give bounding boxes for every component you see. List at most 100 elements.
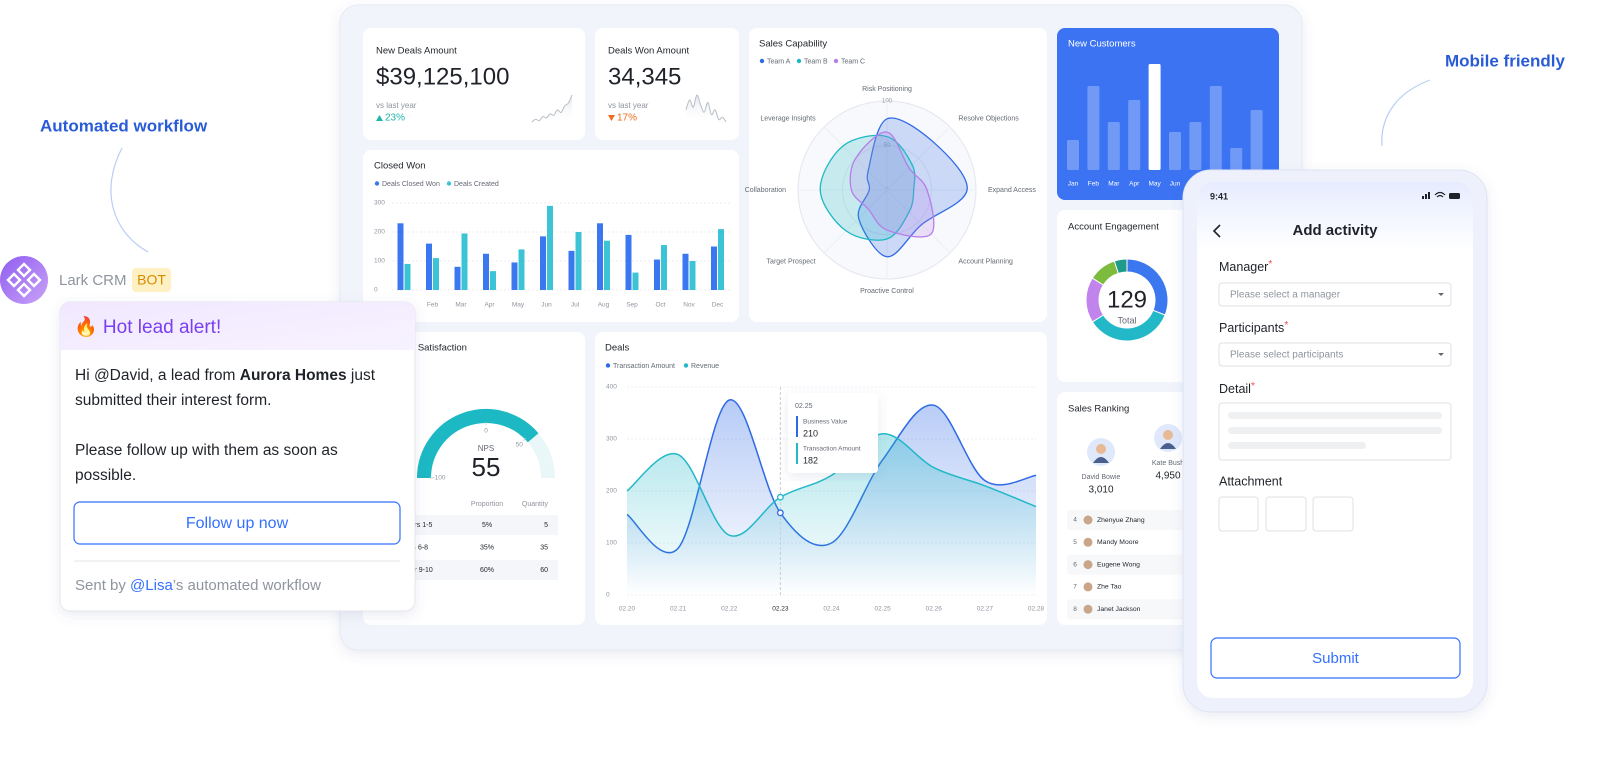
chat-message: Lark CRM BOT 🔥 Hot lead alert! Hi @David…: [0, 256, 416, 612]
sparkline-area: [532, 95, 572, 124]
connector-curve: [110, 147, 149, 253]
placeholder[interactable]: Please select participants: [1230, 350, 1343, 361]
tooltip-label: Business Value: [803, 419, 848, 426]
back-button[interactable]: [1212, 224, 1221, 238]
feature-label: Automated workflow: [40, 116, 208, 135]
footer-mention[interactable]: @Lisa: [130, 577, 173, 594]
rank-number: 4: [1073, 517, 1077, 524]
card-header: [60, 302, 415, 350]
gauge-label: NPS: [478, 444, 494, 453]
signal-icon: [1428, 192, 1430, 199]
rank-number: 7: [1073, 584, 1077, 591]
skeleton-line: [1228, 442, 1366, 449]
rank-avatar: [1083, 604, 1093, 614]
table-header: Quantity: [522, 501, 549, 508]
card-title: Customer Satisfaction: [374, 343, 467, 354]
radar-series: [819, 134, 916, 241]
label-text: Manager: [1219, 260, 1268, 274]
tooltip-swatch: [796, 416, 798, 437]
required-mark: *: [1251, 381, 1255, 392]
message-line: possible.: [75, 467, 136, 484]
message-line: Hi @David, a lead from Aurora Homes just: [75, 367, 376, 384]
card-title: Sales Capability: [759, 39, 827, 50]
x-tick-label: 02.21: [670, 606, 687, 613]
legend-dot: [796, 58, 802, 64]
radar-series: [857, 117, 968, 258]
table-cell: 5%: [482, 522, 492, 529]
attachment-slot[interactable]: [1265, 496, 1307, 532]
bar: [490, 271, 496, 290]
button-label[interactable]: Submit: [1312, 650, 1360, 667]
bar: [1128, 100, 1141, 170]
legend-label: Transaction Amount: [613, 363, 675, 370]
rank-name: Eugene Wong: [1097, 561, 1140, 568]
rank-number: 5: [1073, 539, 1077, 546]
submit-button[interactable]: [1210, 637, 1461, 679]
x-tick-label: May: [512, 302, 525, 309]
select-participants[interactable]: [1218, 342, 1452, 367]
decoration: Automated workflow Mobile friendly: [40, 51, 1566, 253]
x-tick-label: Nov: [683, 302, 695, 309]
ranker-name: David Bowie: [1082, 474, 1121, 481]
table-row-bg: [372, 515, 558, 535]
bar: [404, 263, 411, 290]
x-tick-label: Dec: [712, 302, 724, 309]
bar: [426, 243, 432, 290]
field-label: Participants*: [1219, 320, 1288, 336]
radar-axis-label: Collaboration: [745, 187, 786, 194]
legend-label: Team B: [804, 58, 828, 65]
trend-arrow: [608, 115, 615, 121]
table-cell: 60%: [480, 567, 494, 574]
sender-name: Lark CRM: [59, 272, 127, 289]
select-manager[interactable]: [1218, 282, 1452, 307]
ranker-score: 4,950: [1155, 471, 1180, 482]
y-tick-label: 100: [374, 258, 385, 265]
gauge-tick-label: 0: [484, 428, 488, 435]
table-header: Proportion: [471, 501, 503, 508]
x-tick-label: 02.24: [823, 606, 840, 613]
bar: [654, 259, 660, 290]
badge-text: BOT: [137, 272, 166, 288]
card-title: 🔥 Hot lead alert!: [74, 315, 221, 338]
bar: [1189, 122, 1202, 170]
bar: [568, 250, 575, 290]
button-label[interactable]: Follow up now: [186, 515, 289, 532]
kpi-title: New Deals Amount: [376, 46, 457, 57]
card-title: Closed Won: [374, 161, 426, 172]
x-tick-label: May: [1148, 181, 1161, 188]
sparkline-area: [686, 94, 726, 124]
x-tick-label: Aug: [598, 302, 610, 309]
radar-spoke: [886, 126, 951, 191]
table-row-bg: [372, 560, 558, 580]
kpi-compare: vs last year: [376, 101, 417, 110]
x-tick-label: Jul: [571, 302, 580, 309]
attachment-slot[interactable]: [1218, 496, 1259, 532]
ranker-score: 3,010: [1088, 485, 1113, 496]
radar-axis-label: Resolve Objections: [958, 115, 1019, 122]
x-tick-label: Apr: [484, 302, 495, 309]
bar: [689, 261, 696, 290]
bot-icon: [6, 262, 42, 298]
caret: [1438, 353, 1444, 356]
message-text: submitted their interest form.: [75, 392, 271, 409]
footer-text: ’s automated workflow: [173, 577, 321, 594]
kpi-value: $39,125,100: [376, 63, 509, 90]
legend-label: Deals Created: [454, 181, 499, 188]
gauge-value: [417, 409, 539, 479]
x-tick-label: Sep: [626, 302, 638, 309]
placeholder[interactable]: Please select a manager: [1230, 290, 1341, 301]
x-tick-label: Feb: [427, 302, 439, 309]
follow-up-button[interactable]: [73, 501, 401, 545]
legend-dot: [446, 181, 452, 186]
bar: [454, 266, 461, 290]
screen-header-bg: [1197, 182, 1473, 250]
attachment-slot[interactable]: [1312, 496, 1354, 532]
bar: [1230, 148, 1243, 170]
bar: [718, 229, 724, 290]
wifi-icon: [1434, 191, 1446, 198]
signal-icon: [1422, 196, 1424, 199]
x-tick-label: 02.22: [721, 606, 738, 613]
x-tick-label: 02.20: [619, 606, 636, 613]
hover-dot: [776, 493, 784, 501]
rank-number: 6: [1073, 561, 1077, 568]
